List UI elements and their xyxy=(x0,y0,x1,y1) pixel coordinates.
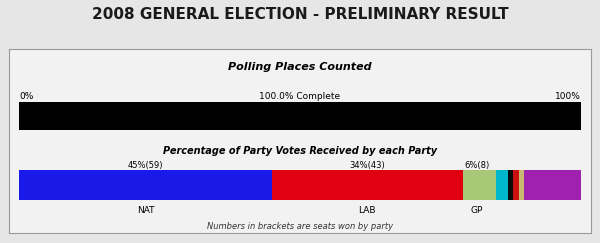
Text: Numbers in brackets are seats won by party: Numbers in brackets are seats won by par… xyxy=(207,222,393,231)
Text: Polling Places Counted: Polling Places Counted xyxy=(228,61,372,71)
Text: 100.0% Complete: 100.0% Complete xyxy=(259,92,341,101)
Text: 100%: 100% xyxy=(554,92,581,101)
Bar xyxy=(513,171,519,200)
Text: 6%(8): 6%(8) xyxy=(464,161,490,170)
Text: 2008 GENERAL ELECTION - PRELIMINARY RESULT: 2008 GENERAL ELECTION - PRELIMINARY RESU… xyxy=(92,7,508,22)
Bar xyxy=(496,171,508,200)
Bar xyxy=(519,171,524,200)
Text: 34%(43): 34%(43) xyxy=(349,161,385,170)
Text: NAT: NAT xyxy=(137,206,154,215)
Bar xyxy=(272,171,463,200)
Text: 45%(59): 45%(59) xyxy=(128,161,163,170)
Bar xyxy=(463,171,496,200)
Bar xyxy=(508,171,513,200)
Bar xyxy=(524,171,581,200)
Text: 0%: 0% xyxy=(19,92,34,101)
Text: GP: GP xyxy=(470,206,483,215)
Text: Percentage of Party Votes Received by each Party: Percentage of Party Votes Received by ea… xyxy=(163,147,437,156)
Text: LAB: LAB xyxy=(359,206,376,215)
Bar xyxy=(19,102,581,130)
Bar xyxy=(19,171,272,200)
